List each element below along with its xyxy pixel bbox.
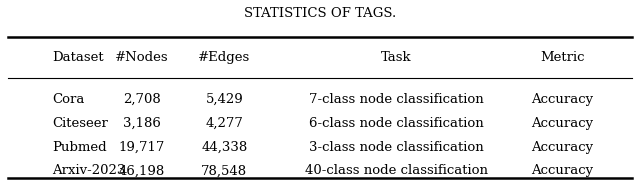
Text: Task: Task: [381, 51, 412, 64]
Text: 46,198: 46,198: [118, 165, 164, 178]
Text: Pubmed: Pubmed: [52, 141, 107, 154]
Text: Metric: Metric: [540, 51, 584, 64]
Text: 3,186: 3,186: [123, 117, 161, 130]
Text: Arxiv-2023: Arxiv-2023: [52, 165, 125, 178]
Text: Accuracy: Accuracy: [531, 117, 593, 130]
Text: Dataset: Dataset: [52, 51, 104, 64]
Text: Citeseer: Citeseer: [52, 117, 108, 130]
Text: Cora: Cora: [52, 93, 84, 106]
Text: 5,429: 5,429: [205, 93, 243, 106]
Text: 4,277: 4,277: [205, 117, 243, 130]
Text: #Nodes: #Nodes: [115, 51, 168, 64]
Text: 7-class node classification: 7-class node classification: [309, 93, 484, 106]
Text: Accuracy: Accuracy: [531, 93, 593, 106]
Text: 78,548: 78,548: [202, 165, 248, 178]
Text: 40-class node classification: 40-class node classification: [305, 165, 488, 178]
Text: Accuracy: Accuracy: [531, 141, 593, 154]
Text: STATISTICS OF TAGS.: STATISTICS OF TAGS.: [244, 7, 396, 20]
Text: 3-class node classification: 3-class node classification: [309, 141, 484, 154]
Text: 44,338: 44,338: [202, 141, 248, 154]
Text: 6-class node classification: 6-class node classification: [309, 117, 484, 130]
Text: Accuracy: Accuracy: [531, 165, 593, 178]
Text: 2,708: 2,708: [123, 93, 161, 106]
Text: #Edges: #Edges: [198, 51, 250, 64]
Text: 19,717: 19,717: [118, 141, 164, 154]
